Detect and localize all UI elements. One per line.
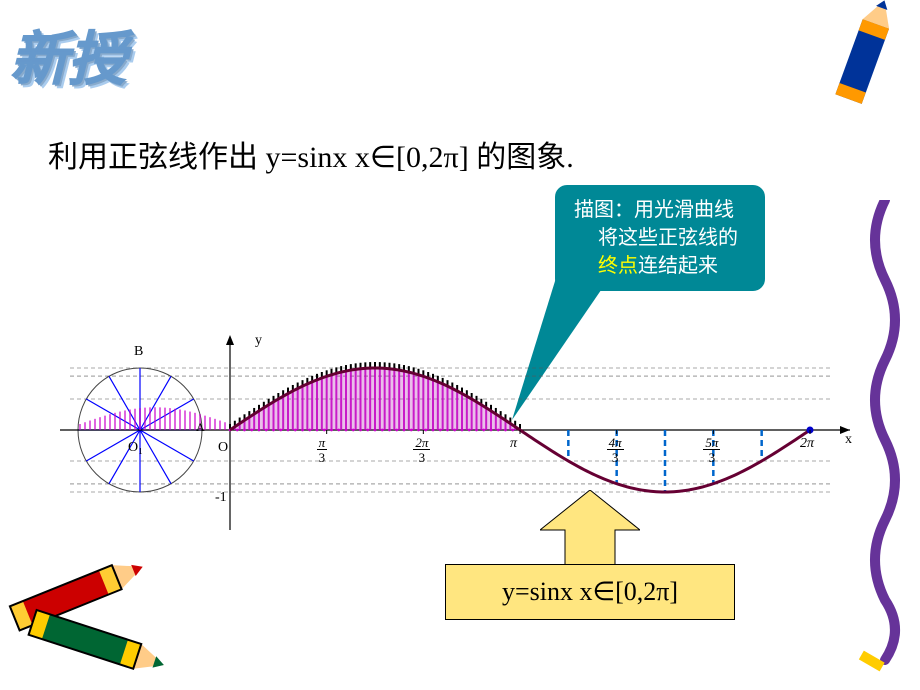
label-minus1: -1	[215, 490, 227, 506]
sine-construction-chart	[50, 330, 870, 560]
label-y: y	[255, 333, 262, 349]
x-tick: 2π	[800, 436, 814, 452]
arrow-up-shape	[540, 490, 640, 570]
x-tick: π	[510, 436, 517, 452]
label-O1: O₁	[128, 440, 143, 456]
crayon-bottom-2	[20, 600, 200, 690]
formula-box: y=sinx x∈[0,2π]	[445, 564, 735, 620]
x-tick: π3	[317, 436, 328, 464]
x-tick: 5π3	[703, 436, 720, 464]
label-B: B	[134, 344, 143, 360]
label-x: x	[845, 432, 852, 448]
crayon-right-squiggle	[855, 200, 915, 680]
label-O: O	[218, 440, 228, 456]
crayon-top-right	[800, 0, 920, 130]
instruction-text: 利用正弦线作出 y=sinx x∈[0,2π] 的图象.	[48, 132, 574, 176]
slide-title: 新授	[10, 12, 126, 96]
label-A: A	[196, 420, 205, 435]
x-tick: 2π3	[413, 436, 430, 464]
x-tick: 4π3	[607, 436, 624, 464]
